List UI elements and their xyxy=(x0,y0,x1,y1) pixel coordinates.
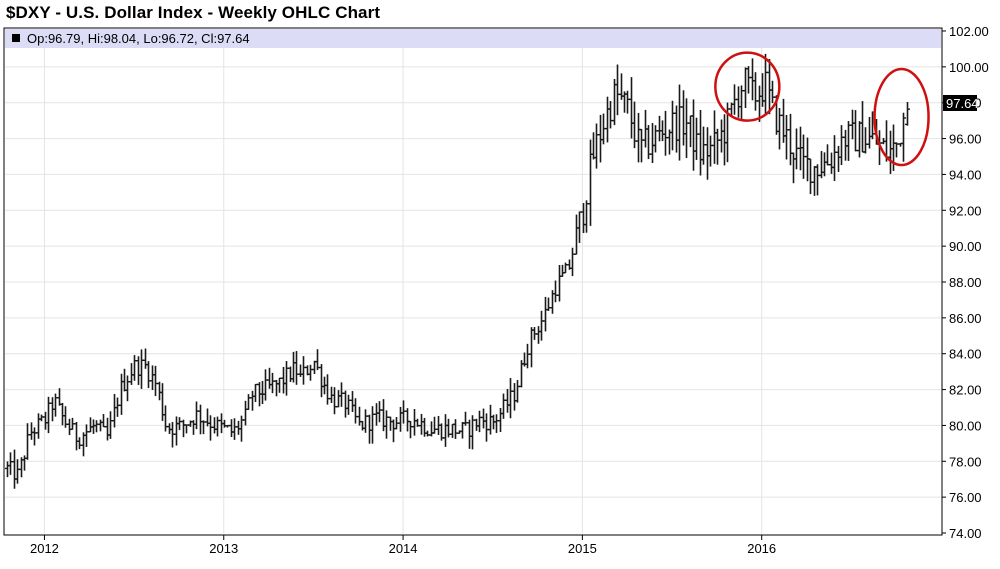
y-tick-label: 96.00 xyxy=(949,132,982,147)
y-tick-label: 102.00 xyxy=(949,24,989,39)
x-tick-label: 2015 xyxy=(568,541,597,556)
price-bars xyxy=(5,53,910,489)
y-tick-label: 82.00 xyxy=(949,383,982,398)
y-tick-label: 94.00 xyxy=(949,167,982,182)
last-close-marker xyxy=(943,95,977,111)
y-tick-label: 76.00 xyxy=(949,490,982,505)
last-close-label: 97.64 xyxy=(946,96,979,111)
y-tick-label: 78.00 xyxy=(949,454,982,469)
x-tick-label: 2013 xyxy=(209,541,238,556)
ohlc-readout: Op:96.79, Hi:98.04, Lo:96.72, Cl:97.64 xyxy=(27,31,250,46)
x-axis: 2012 2013 2014 2015 2016 xyxy=(30,535,776,556)
annotation-ellipse xyxy=(873,67,930,167)
ohlc-header-band xyxy=(5,29,941,48)
y-tick-label: 90.00 xyxy=(949,239,982,254)
ohlc-bar xyxy=(901,112,906,162)
y-tick-label: 74.00 xyxy=(949,526,982,541)
grid-lines xyxy=(5,48,941,534)
annotations xyxy=(714,51,930,167)
y-tick-label: 86.00 xyxy=(949,311,982,326)
x-tick-label: 2012 xyxy=(30,541,59,556)
y-tick-label: 92.00 xyxy=(949,203,982,218)
x-tick-label: 2014 xyxy=(389,541,418,556)
y-tick-label: 100.00 xyxy=(949,60,989,75)
ohlc-bar xyxy=(905,101,910,126)
ohlc-legend-marker xyxy=(12,34,20,42)
x-tick-label: 2016 xyxy=(747,541,776,556)
chart-title: $DXY - U.S. Dollar Index - Weekly OHLC C… xyxy=(6,3,381,22)
y-tick-label: 84.00 xyxy=(949,347,982,362)
y-tick-label: 88.00 xyxy=(949,275,982,290)
y-tick-label: 80.00 xyxy=(949,418,982,433)
annotation-ellipse xyxy=(714,51,781,122)
